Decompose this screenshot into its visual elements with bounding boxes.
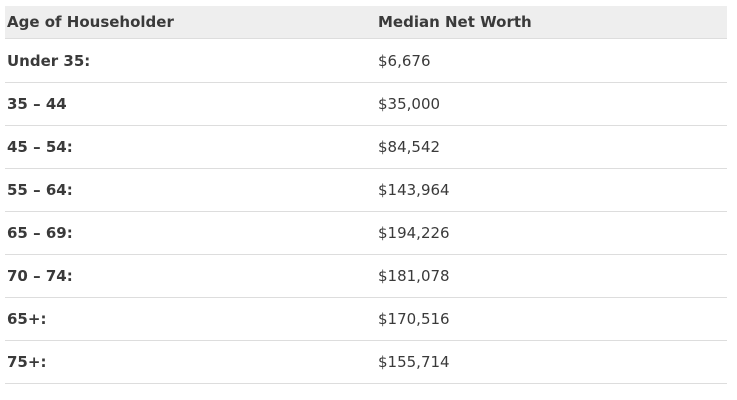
net-worth-cell: $155,714: [376, 340, 727, 384]
age-cell: 55 – 64:: [5, 168, 376, 212]
table-row: 45 – 54: $84,542: [5, 125, 727, 169]
age-cell: 35 – 44: [5, 82, 376, 126]
table-row: 55 – 64: $143,964: [5, 168, 727, 212]
table-row: Under 35: $6,676: [5, 38, 727, 83]
table-header: Age of Householder Median Net Worth: [5, 6, 727, 39]
net-worth-table-container: Age of Householder Median Net Worth Unde…: [5, 6, 727, 384]
age-cell: 75+:: [5, 340, 376, 384]
age-cell: 65 – 69:: [5, 211, 376, 255]
age-cell: 45 – 54:: [5, 125, 376, 169]
net-worth-cell: $143,964: [376, 168, 727, 212]
table-row: 65 – 69: $194,226: [5, 211, 727, 255]
table-header-row: Age of Householder Median Net Worth: [5, 6, 727, 39]
net-worth-cell: $6,676: [376, 38, 727, 83]
age-cell: Under 35:: [5, 38, 376, 83]
table-row: 70 – 74: $181,078: [5, 254, 727, 298]
age-cell: 70 – 74:: [5, 254, 376, 298]
net-worth-cell: $84,542: [376, 125, 727, 169]
table-row: 35 – 44 $35,000: [5, 82, 727, 126]
net-worth-cell: $181,078: [376, 254, 727, 298]
column-header-age: Age of Householder: [5, 6, 376, 39]
net-worth-cell: $170,516: [376, 297, 727, 341]
net-worth-cell: $35,000: [376, 82, 727, 126]
table-row: 65+: $170,516: [5, 297, 727, 341]
net-worth-cell: $194,226: [376, 211, 727, 255]
age-cell: 65+:: [5, 297, 376, 341]
column-header-median-net-worth: Median Net Worth: [376, 6, 727, 39]
table-row: 75+: $155,714: [5, 340, 727, 384]
table-body: Under 35: $6,676 35 – 44 $35,000 45 – 54…: [5, 38, 727, 384]
net-worth-by-age-table: Age of Householder Median Net Worth Unde…: [5, 6, 727, 384]
